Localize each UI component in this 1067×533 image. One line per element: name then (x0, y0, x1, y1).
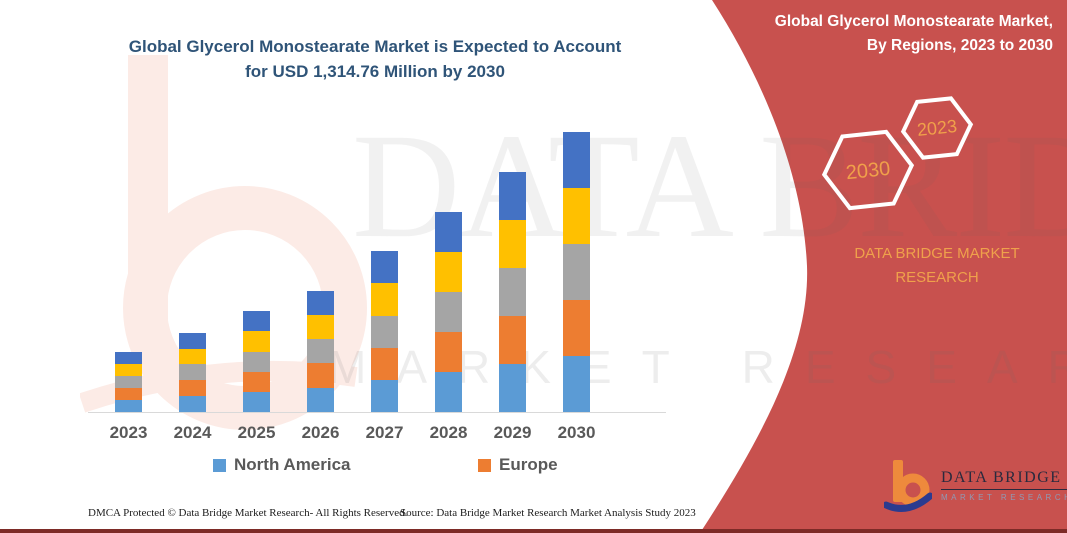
x-axis-label-2024: 2024 (173, 423, 212, 442)
bar-segment-unlabeled-region-gray (115, 375, 142, 388)
bar-segment-north-america (435, 372, 462, 412)
bar-segment-europe (307, 363, 334, 388)
panel-title-line1: Global Glycerol Monostearate Market, (774, 13, 1053, 30)
chart-title: Global Glycerol Monostearate Market is E… (95, 34, 655, 84)
bar-segment-europe (435, 332, 462, 373)
bar-segment-unlabeled-region-gray (499, 267, 526, 316)
hexagon-2030-label: 2030 (845, 158, 892, 185)
bar-segment-north-america (563, 356, 590, 412)
company-logo-text: DATA BRIDGE MARKET RESEARCH (941, 469, 1067, 502)
legend-label: Europe (499, 455, 558, 474)
bar-segment-unlabeled-region-darkblue (499, 171, 526, 220)
stacked-bar-2027 (371, 251, 398, 412)
bar-segment-unlabeled-region-yellow (371, 283, 398, 316)
bar-segment-europe (179, 380, 206, 397)
stacked-bar-2029 (499, 171, 526, 412)
stacked-bar-2028 (435, 212, 462, 412)
bar-segment-unlabeled-region-darkblue (179, 332, 206, 349)
bar-segment-north-america (115, 399, 142, 412)
panel-title: Global Glycerol Monostearate Market, By … (723, 10, 1053, 58)
stacked-bar-2024 (179, 332, 206, 412)
bar-segment-north-america (179, 396, 206, 412)
bar-segment-unlabeled-region-yellow (307, 314, 334, 340)
legend-swatch (478, 458, 491, 472)
x-axis-label-2026: 2026 (301, 423, 340, 442)
bar-segment-unlabeled-region-darkblue (243, 311, 270, 332)
brand-text-line1: DATA BRIDGE MARKET (854, 245, 1020, 262)
legend-label: North America (234, 455, 351, 474)
bar-segment-unlabeled-region-gray (179, 364, 206, 381)
bar-segment-europe (499, 315, 526, 364)
bar-segment-unlabeled-region-yellow (115, 363, 142, 376)
legend-item-europe: Europe (478, 455, 558, 475)
panel-title-line2: By Regions, 2023 to 2030 (866, 37, 1053, 55)
bar-segment-unlabeled-region-darkblue (307, 290, 334, 315)
bar-segment-north-america (499, 363, 526, 412)
stacked-bar-2026 (307, 290, 334, 412)
company-logo: DATA BRIDGE MARKET RESEARCH (884, 458, 1067, 512)
bar-segment-unlabeled-region-darkblue (563, 132, 590, 189)
year-hexagons: 2030 2023 (821, 96, 974, 211)
x-axis-label-2028: 2028 (429, 423, 468, 442)
stacked-bar-2025 (243, 311, 270, 412)
bar-segment-unlabeled-region-gray (563, 244, 590, 301)
stacked-bar-2030 (563, 132, 590, 412)
bar-segment-unlabeled-region-gray (307, 339, 334, 364)
brand-text: DATA BRIDGE MARKET RESEARCH (828, 242, 1046, 290)
brand-text-line2: RESEARCH (895, 269, 979, 286)
company-logo-subtitle: MARKET RESEARCH (941, 492, 1067, 502)
bar-segment-north-america (371, 379, 398, 412)
company-logo-name: DATA BRIDGE (941, 469, 1067, 490)
bar-segment-north-america (243, 391, 270, 412)
x-axis-line (88, 412, 666, 413)
legend-swatch (213, 458, 226, 472)
hexagon-2030: 2030 (821, 129, 915, 211)
bar-segment-unlabeled-region-yellow (179, 348, 206, 365)
company-logo-icon (884, 460, 932, 512)
bar-segment-unlabeled-region-yellow (499, 219, 526, 268)
chart-title-line1: Global Glycerol Monostearate Market is E… (128, 37, 622, 56)
bar-segment-unlabeled-region-yellow (563, 188, 590, 245)
bar-plot (115, 132, 590, 412)
bar-segment-unlabeled-region-darkblue (435, 212, 462, 253)
bar-segment-unlabeled-region-gray (371, 315, 398, 348)
bar-segment-europe (563, 300, 590, 357)
bar-segment-unlabeled-region-darkblue (371, 251, 398, 284)
x-axis-label-2029: 2029 (493, 423, 532, 442)
x-axis-label-2030: 2030 (557, 423, 596, 442)
bar-segment-unlabeled-region-gray (243, 351, 270, 372)
bar-segment-unlabeled-region-yellow (435, 252, 462, 293)
x-axis-label-2023: 2023 (109, 423, 148, 442)
bar-segment-europe (371, 347, 398, 380)
bottom-maroon-strip (0, 529, 1067, 533)
stacked-bar-2023 (115, 351, 142, 412)
x-axis-label-2025: 2025 (237, 423, 276, 442)
x-axis-label-2027: 2027 (365, 423, 404, 442)
hexagon-2023-label: 2023 (916, 116, 958, 140)
footer-dmca: DMCA Protected © Data Bridge Market Rese… (88, 507, 408, 519)
bar-segment-unlabeled-region-yellow (243, 331, 270, 352)
bar-segment-europe (243, 371, 270, 392)
bar-segment-europe (115, 387, 142, 400)
chart-title-line2: for USD 1,314.76 Million by 2030 (245, 62, 505, 82)
red-panel-shape (700, 0, 1067, 533)
bar-segment-north-america (307, 387, 334, 412)
legend-item-north-america: North America (213, 455, 351, 475)
bar-segment-unlabeled-region-gray (435, 292, 462, 333)
hexagon-2023: 2023 (900, 96, 974, 160)
bar-segment-unlabeled-region-darkblue (115, 351, 142, 364)
footer-source: Source: Data Bridge Market Research Mark… (400, 507, 696, 519)
